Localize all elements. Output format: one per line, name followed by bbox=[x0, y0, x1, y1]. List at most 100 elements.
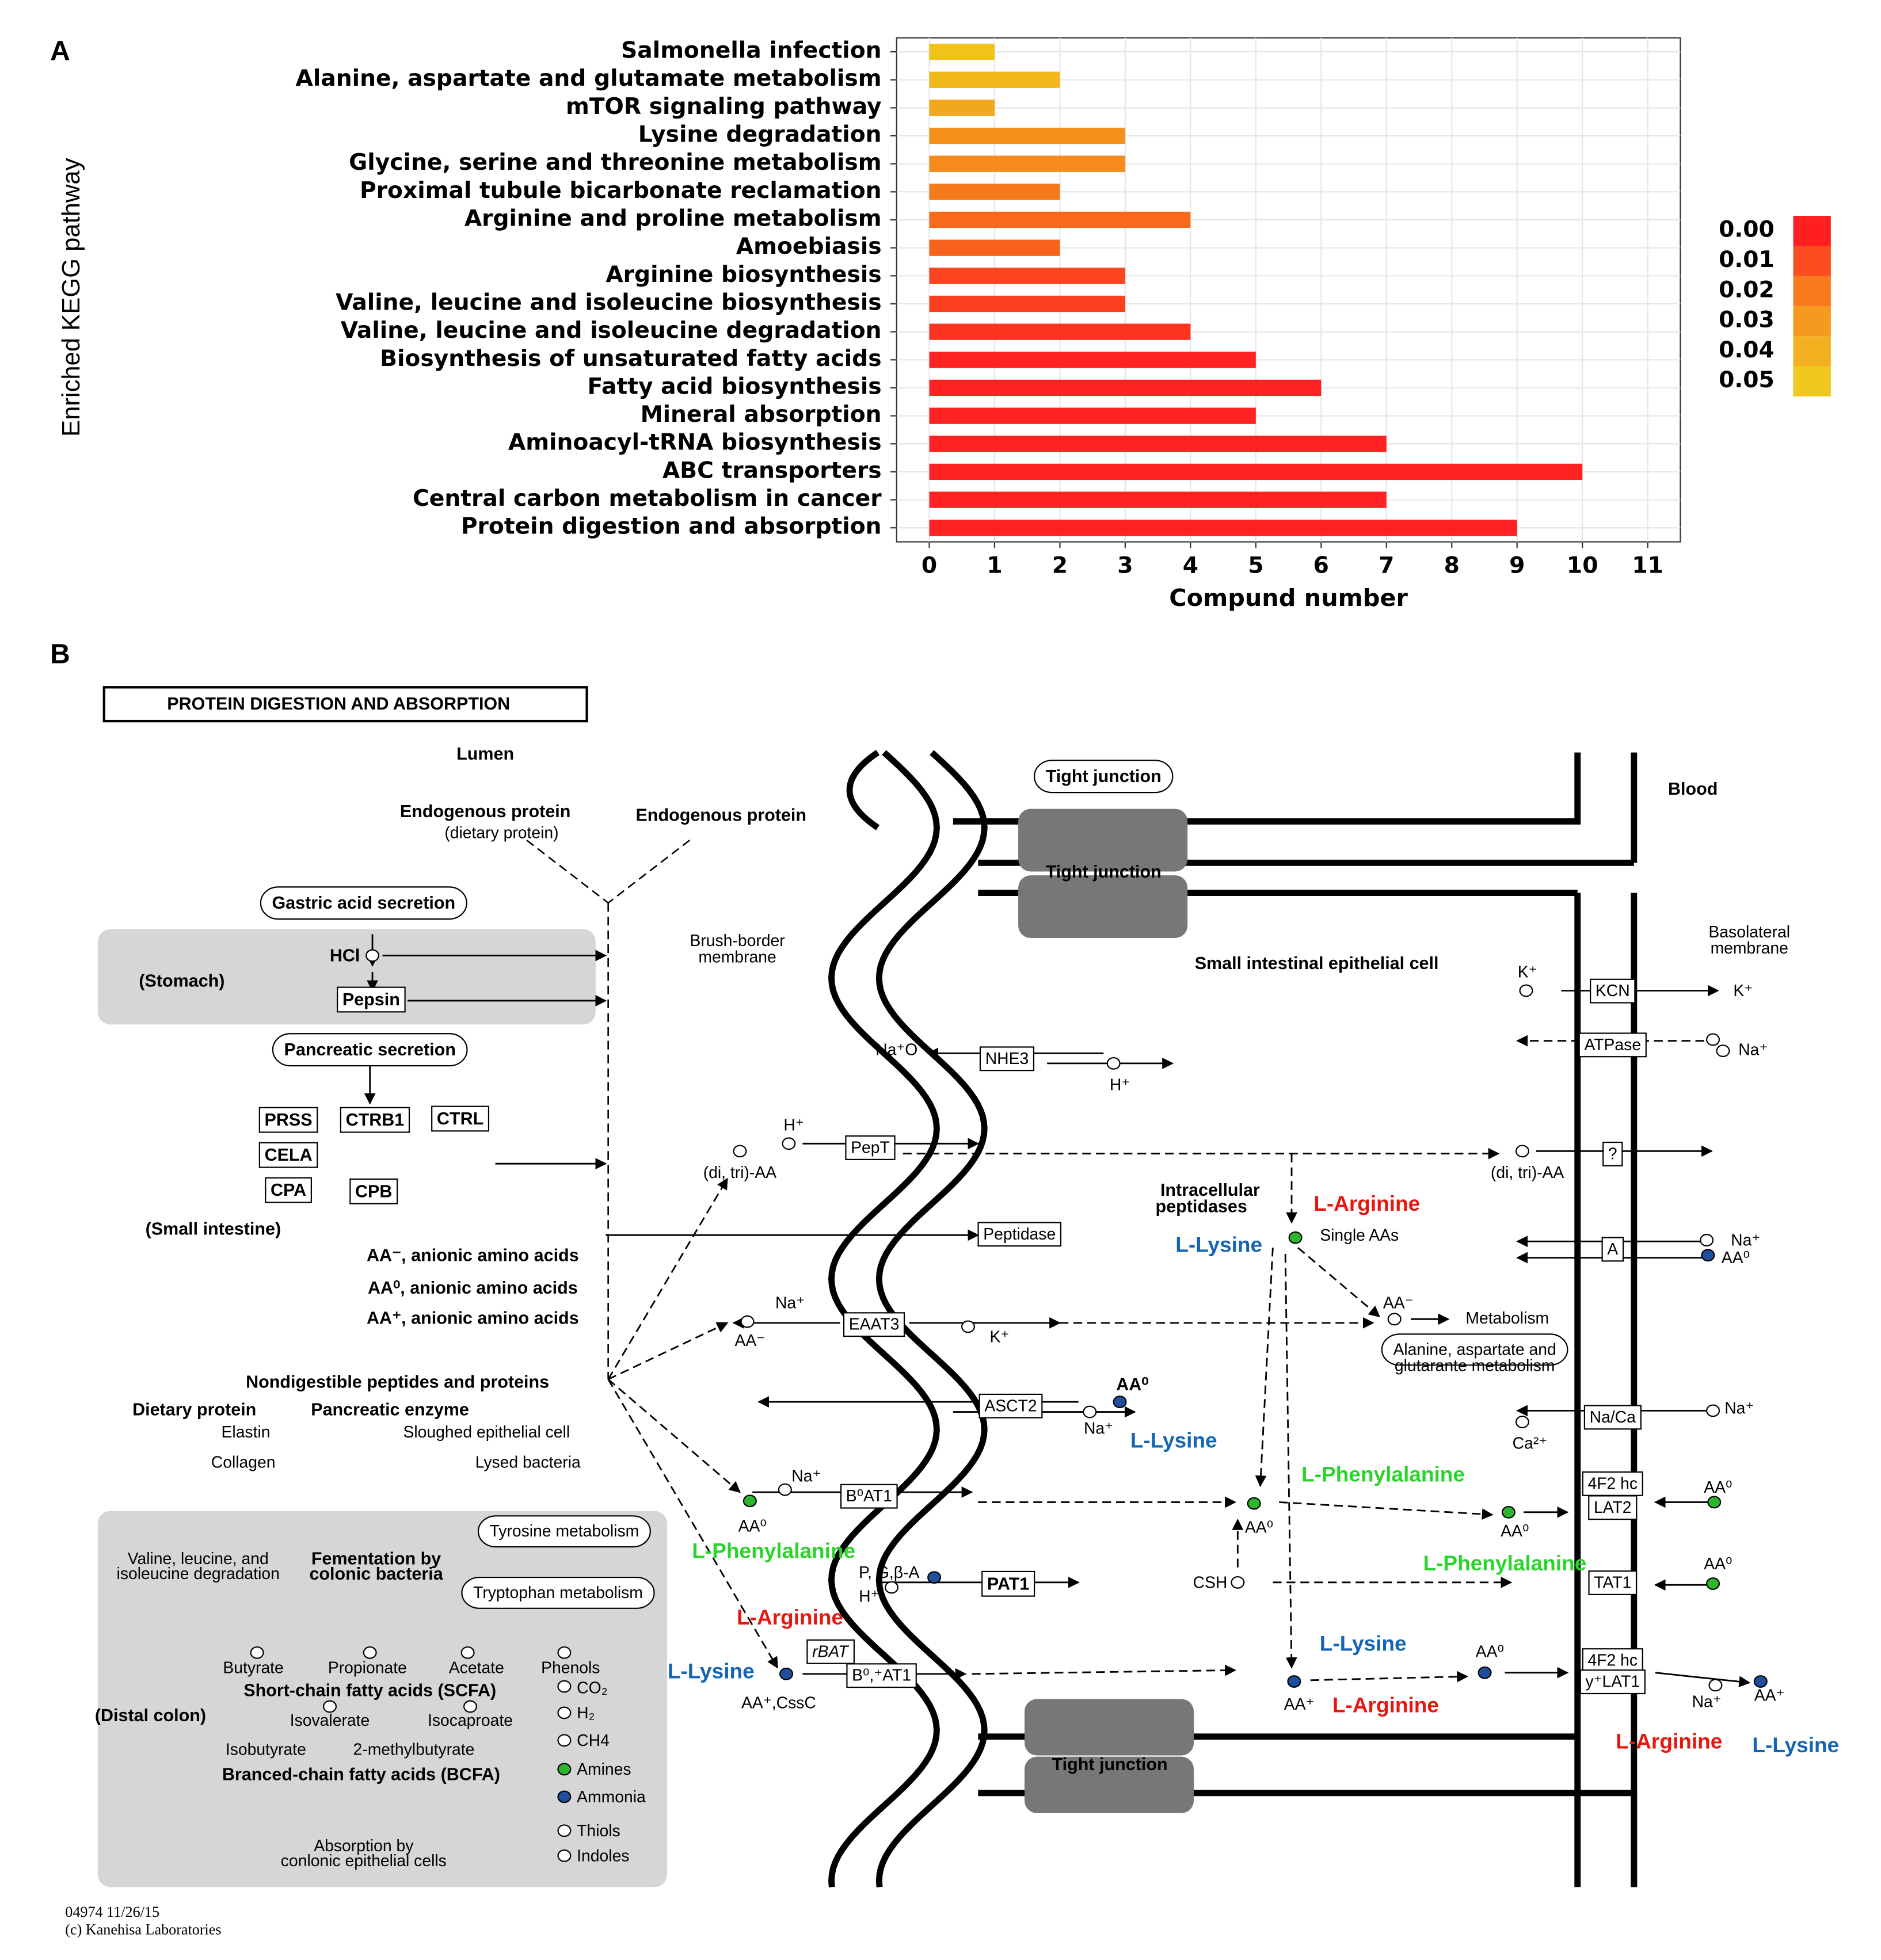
label: Na⁺ bbox=[1724, 1400, 1754, 1418]
arrow bbox=[607, 1378, 741, 1493]
compound-dot bbox=[1515, 1416, 1529, 1428]
y-tick-label: Salmonella infection bbox=[621, 38, 882, 64]
label: A bbox=[1607, 1240, 1618, 1259]
legend-label: 0.00 bbox=[1719, 217, 1775, 243]
label: ATPase bbox=[1584, 1036, 1641, 1054]
compound-dot bbox=[557, 1824, 572, 1837]
label: peptidases bbox=[1155, 1196, 1247, 1216]
label: Elastin bbox=[222, 1423, 271, 1442]
label: AA⁺,CssC bbox=[741, 1694, 816, 1713]
compound-dot bbox=[1706, 1404, 1720, 1417]
label: Peptidase bbox=[983, 1225, 1056, 1244]
y-tick-label: Proximal tubule bicarbonate reclamation bbox=[360, 178, 882, 204]
label: L-Phenylalanine bbox=[692, 1538, 855, 1562]
label: AA⁰ bbox=[1501, 1522, 1529, 1540]
label: Pancreatic secretion bbox=[284, 1040, 456, 1059]
label: B bbox=[50, 639, 70, 669]
label: Isobutyrate bbox=[226, 1740, 306, 1759]
label: AA⁺ bbox=[1284, 1695, 1315, 1714]
compound-dot bbox=[460, 1646, 475, 1659]
label: (Stomach) bbox=[139, 971, 224, 990]
label: PepT bbox=[851, 1139, 890, 1157]
compound-dot bbox=[927, 1571, 942, 1584]
compound-dot bbox=[1387, 1313, 1402, 1326]
bar bbox=[929, 323, 1191, 340]
x-tick-label: 11 bbox=[1632, 553, 1663, 579]
y-tick-label: Fatty acid biosynthesis bbox=[588, 373, 882, 399]
label: y⁺LAT1 bbox=[1585, 1673, 1640, 1691]
y-tick-label: Central carbon metabolism in cancer bbox=[413, 486, 882, 512]
label: membrane bbox=[1711, 939, 1788, 958]
compound-dot bbox=[1106, 1057, 1121, 1070]
compound-dot bbox=[557, 1734, 572, 1747]
x-tick-label: 6 bbox=[1313, 553, 1329, 579]
compound-dot bbox=[779, 1667, 794, 1680]
label: CPB bbox=[355, 1181, 392, 1201]
x-tick-label: 3 bbox=[1117, 553, 1133, 579]
label: B⁰AT1 bbox=[846, 1487, 892, 1505]
label: ASCT2 bbox=[984, 1397, 1037, 1415]
label: 2-methylbutyrate bbox=[353, 1740, 475, 1759]
label: L-Arginine bbox=[737, 1605, 843, 1629]
label: Branced-chain fatty acids (BCFA) bbox=[222, 1764, 500, 1784]
label: K⁺ bbox=[989, 1328, 1009, 1346]
label: ? bbox=[1608, 1145, 1617, 1163]
membrane bbox=[846, 750, 880, 830]
bar bbox=[929, 211, 1191, 228]
y-tick-label: ABC transporters bbox=[662, 457, 882, 483]
box bbox=[1024, 1699, 1194, 1756]
label: Endogenous protein bbox=[635, 806, 806, 825]
label: Na⁺ bbox=[775, 1294, 805, 1313]
compound-dot bbox=[740, 1315, 755, 1328]
compound-dot bbox=[557, 1790, 572, 1803]
label: P, G,β-A bbox=[859, 1564, 920, 1582]
box bbox=[840, 1484, 898, 1509]
label: PRSS bbox=[265, 1110, 313, 1130]
compound-dot bbox=[363, 1646, 377, 1659]
x-tick-label: 8 bbox=[1444, 553, 1460, 579]
label: B⁰,⁺AT1 bbox=[852, 1667, 911, 1685]
label: AA⁰ bbox=[738, 1517, 767, 1535]
label: AA⁺ bbox=[1754, 1687, 1785, 1705]
label: Propionate bbox=[328, 1659, 407, 1677]
label: (c) Kanehisa Laboratories bbox=[65, 1921, 221, 1938]
label: L-Arginine bbox=[1332, 1692, 1439, 1717]
arrow bbox=[607, 1177, 728, 1380]
box bbox=[461, 1576, 655, 1609]
label: EAAT3 bbox=[849, 1315, 900, 1334]
bar bbox=[929, 379, 1322, 396]
label: L-Lysine bbox=[1175, 1233, 1262, 1257]
label: AA⁰ bbox=[1245, 1519, 1273, 1537]
label: L-Lysine bbox=[1130, 1428, 1217, 1452]
group: A 0 1 2 3 4 5 6 7 8 9 10 11 Salmonella infectionAlani… bbox=[50, 36, 1831, 612]
label: L-Lysine bbox=[668, 1658, 755, 1683]
label: Ca²⁺ bbox=[1513, 1435, 1548, 1453]
box bbox=[337, 986, 406, 1013]
compound-dot bbox=[365, 949, 380, 962]
compound-dot bbox=[733, 1145, 747, 1158]
compound-dot bbox=[1519, 984, 1533, 997]
legend-swatch bbox=[1793, 216, 1831, 246]
legend-label: 0.01 bbox=[1719, 247, 1775, 273]
box bbox=[1588, 1570, 1638, 1595]
label: AA⁺, anionic amino acids bbox=[367, 1308, 579, 1328]
legend-label: 0.03 bbox=[1719, 307, 1775, 333]
label: Alanine, aspartate and bbox=[1393, 1340, 1556, 1359]
bar bbox=[929, 436, 1387, 452]
compound-dot bbox=[1701, 1249, 1715, 1262]
box bbox=[258, 1107, 318, 1133]
y-tick-label: Amoebiasis bbox=[736, 234, 882, 260]
compound-dot bbox=[1515, 1145, 1529, 1158]
arrow bbox=[1279, 1501, 1494, 1520]
compound-dot bbox=[557, 1646, 572, 1659]
y-tick-label: Aminoacyl-tRNA biosynthesis bbox=[508, 430, 882, 456]
label: glutarante metabolism bbox=[1395, 1357, 1555, 1375]
bar bbox=[929, 127, 1125, 144]
box bbox=[102, 686, 588, 723]
label: H₂ bbox=[577, 1704, 595, 1722]
label: Nondigestible peptides and proteins bbox=[246, 1372, 549, 1392]
label: AA⁻, anionic amino acids bbox=[367, 1245, 579, 1265]
label: Sloughed epithelial cell bbox=[403, 1423, 570, 1442]
label: Isovalerate bbox=[290, 1711, 370, 1730]
